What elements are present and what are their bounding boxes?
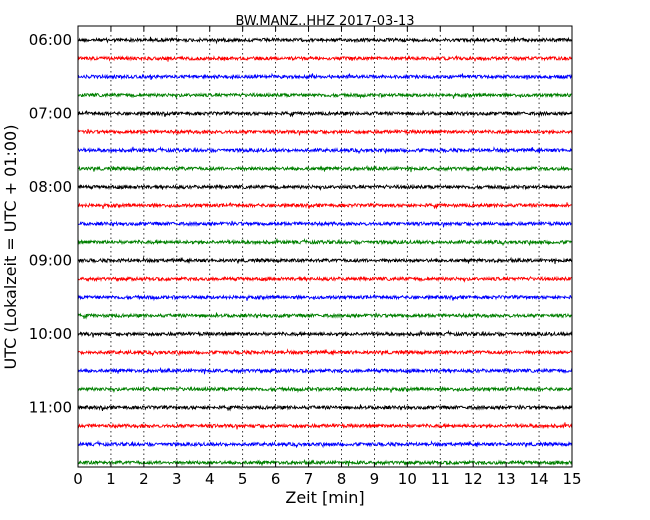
trace-line	[77, 183, 573, 192]
trace-line	[77, 422, 572, 430]
trace-line	[77, 366, 573, 375]
x-tick-label: 13	[497, 470, 516, 488]
trace-line	[77, 275, 573, 283]
x-tick-label: 12	[464, 470, 483, 488]
x-tick-label: 8	[337, 470, 347, 488]
trace-line	[77, 329, 573, 338]
x-tick-label: 4	[205, 470, 215, 488]
y-tick-label: 09:00	[29, 252, 72, 270]
trace-line	[77, 293, 573, 302]
trace-group	[77, 36, 573, 467]
x-axis-label: Zeit [min]	[285, 488, 364, 507]
trace-line	[77, 54, 573, 62]
x-tick-label: 2	[139, 470, 149, 488]
x-tick-label: 10	[398, 470, 417, 488]
trace-line	[77, 458, 573, 467]
trace-line	[77, 404, 573, 412]
trace-line	[77, 164, 573, 173]
trace-line	[77, 201, 573, 210]
trace-line	[77, 256, 573, 265]
y-tick-label: 06:00	[29, 31, 72, 49]
x-tick-label: 11	[431, 470, 450, 488]
trace-line	[77, 440, 573, 449]
plot-frame	[77, 25, 573, 468]
y-axis-label: UTC (Lokalzeit = UTC + 01:00)	[1, 125, 20, 370]
vertical-gridlines	[110, 26, 540, 467]
x-tick-label: 0	[73, 470, 83, 488]
trace-line	[77, 36, 573, 45]
x-tick-label: 5	[238, 470, 248, 488]
trace-line	[77, 220, 573, 228]
x-tick-label: 6	[271, 470, 281, 488]
trace-line	[77, 385, 573, 394]
y-tick-label: 11:00	[29, 399, 72, 417]
x-tick-label: 7	[304, 470, 314, 488]
trace-line	[77, 237, 573, 247]
trace-line	[77, 110, 573, 118]
trace-line	[77, 348, 573, 357]
trace-line	[77, 128, 573, 136]
x-tick-label: 3	[172, 470, 182, 488]
chart-title: BW.MANZ..HHZ 2017-03-13	[235, 14, 414, 29]
y-tick-label: 07:00	[29, 105, 72, 123]
x-axis-ticks: 0 1 2 3 4 5 6 7 8 9 10 11 12 13 14 15	[73, 26, 582, 488]
trace-line	[77, 146, 572, 155]
x-tick-label: 1	[106, 470, 116, 488]
trace-line	[77, 72, 573, 80]
trace-line	[77, 91, 573, 100]
y-axis-ticks: 06:00 07:00 08:00 09:00 10:00 11:00	[29, 31, 572, 417]
x-tick-label: 15	[562, 470, 581, 488]
x-tick-label: 9	[370, 470, 380, 488]
x-tick-label: 14	[530, 470, 549, 488]
trace-line	[77, 312, 573, 320]
y-tick-label: 10:00	[29, 325, 72, 343]
y-tick-label: 08:00	[29, 178, 72, 196]
